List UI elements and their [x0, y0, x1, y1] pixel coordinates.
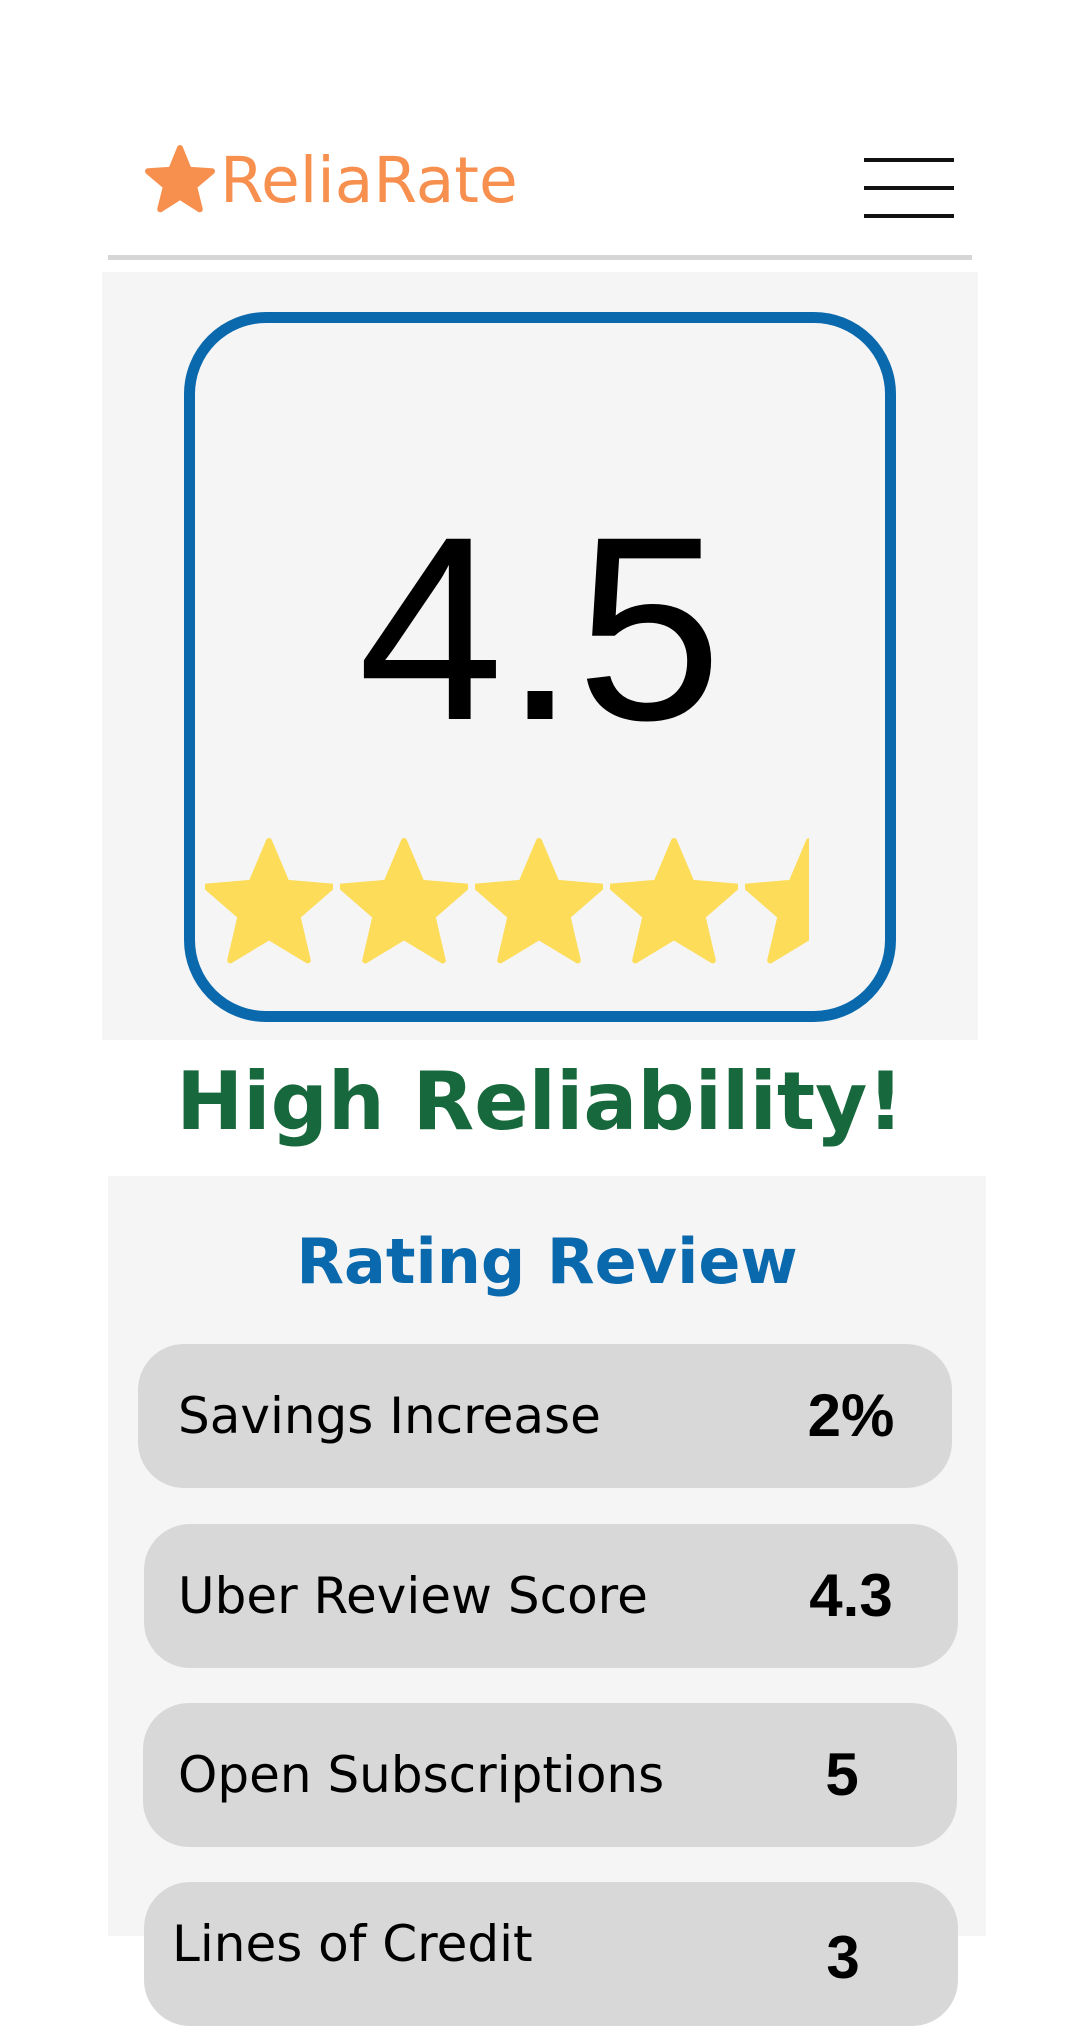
- menu-line: [864, 214, 954, 218]
- rating-star-icon: [475, 838, 603, 964]
- app-header: ReliaRate: [108, 130, 972, 260]
- rating-star-icon: [205, 838, 333, 964]
- rating-star-icon: [340, 838, 468, 964]
- star-icon: [145, 145, 215, 213]
- score-panel: 4.5: [102, 272, 978, 1040]
- rating-review-title: Rating Review: [296, 1225, 798, 1298]
- brand-logo[interactable]: ReliaRate: [142, 140, 518, 220]
- brand-name: ReliaRate: [220, 143, 518, 217]
- header-divider: [108, 255, 972, 260]
- metric-row-uber-review-score: Uber Review Score 4.3: [144, 1524, 958, 1668]
- metric-row-lines-of-credit: Lines of Credit 3: [144, 1882, 958, 2026]
- metric-label: Savings Increase: [178, 1387, 601, 1445]
- metric-value: 2%: [807, 1382, 895, 1449]
- star-rating: [205, 835, 822, 970]
- menu-line: [864, 158, 954, 162]
- rating-review-panel: Rating Review Savings Increase 2% Uber R…: [108, 1176, 986, 2026]
- rating-star-icon: [610, 838, 738, 964]
- score-value: 4.5: [357, 482, 723, 775]
- reliability-label: High Reliability!: [176, 1055, 904, 1148]
- metric-label: Lines of Credit: [172, 1915, 533, 1973]
- metric-label: Uber Review Score: [178, 1567, 648, 1625]
- metric-value: 3: [826, 1924, 860, 1991]
- hamburger-menu-icon[interactable]: [864, 158, 954, 222]
- metric-value: 5: [825, 1741, 859, 1808]
- score-card: 4.5: [184, 312, 896, 1022]
- metric-row-open-subscriptions: Open Subscriptions 5: [143, 1703, 957, 1847]
- metric-value: 4.3: [809, 1562, 893, 1629]
- metric-row-savings-increase: Savings Increase 2%: [138, 1344, 952, 1488]
- menu-line: [864, 186, 954, 190]
- metric-label: Open Subscriptions: [178, 1746, 665, 1804]
- rating-star-icon: [745, 838, 809, 964]
